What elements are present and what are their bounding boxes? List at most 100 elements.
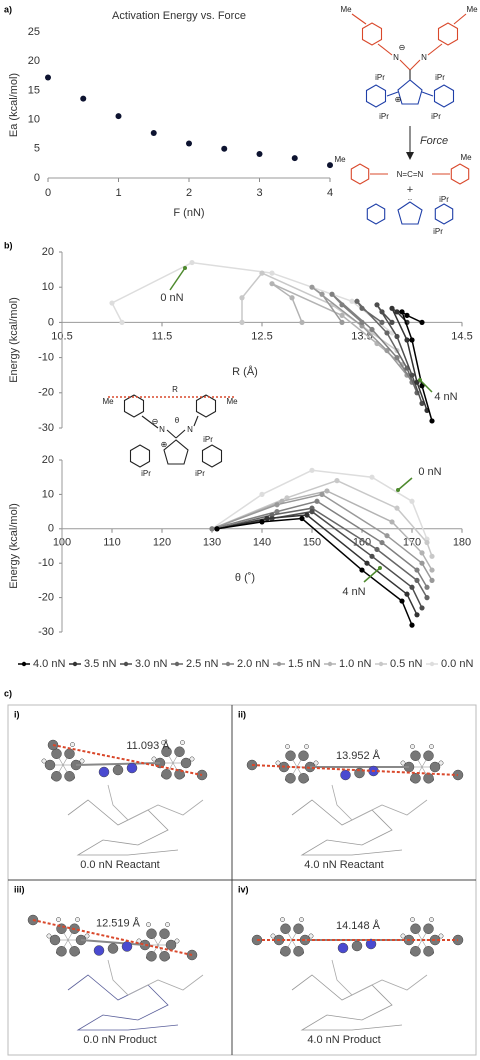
label: Me <box>102 397 114 406</box>
point <box>309 284 315 290</box>
point <box>409 498 415 504</box>
legend-label: 3.5 nN <box>84 658 116 670</box>
legend-label: 2.5 nN <box>186 658 218 670</box>
atom <box>165 939 177 951</box>
legend-dot <box>21 661 27 667</box>
atom <box>51 771 62 782</box>
point <box>389 519 395 525</box>
wireframe <box>291 799 403 856</box>
atom <box>280 946 291 957</box>
bond <box>427 43 443 56</box>
point <box>374 302 380 308</box>
point <box>214 526 220 532</box>
distance-line <box>251 764 459 776</box>
atom <box>186 949 198 961</box>
atom <box>146 951 157 962</box>
wireframe <box>291 974 403 1031</box>
point <box>359 567 365 573</box>
series-line <box>356 300 418 394</box>
atom <box>161 769 172 780</box>
atom <box>410 946 421 957</box>
series-line <box>331 293 413 383</box>
x-tick-label: 110 <box>103 537 121 549</box>
point <box>384 330 390 336</box>
ring <box>201 444 223 468</box>
bond <box>80 939 146 946</box>
legend-label: 3.0 nN <box>135 658 167 670</box>
label: θ <box>175 416 180 425</box>
point <box>379 309 385 315</box>
chart-title: Activation Energy vs. Force <box>112 10 246 22</box>
legend-label: 2.0 nN <box>237 658 269 670</box>
point <box>369 474 375 480</box>
legend-dot <box>72 661 78 667</box>
ring <box>397 201 423 225</box>
legend-dot <box>429 661 435 667</box>
atom <box>75 917 80 922</box>
point <box>319 491 325 497</box>
x-tick-label: 140 <box>253 537 271 549</box>
atom <box>41 758 47 764</box>
atom <box>189 756 195 762</box>
atom <box>98 766 110 778</box>
ring <box>350 163 370 185</box>
structure-caption: 4.0 nN Product <box>307 1034 380 1046</box>
y-tick-label: 20 <box>42 246 54 258</box>
ring <box>433 84 455 108</box>
distance-label: 12.519 Å <box>96 916 141 929</box>
label: ⊖ <box>399 43 406 52</box>
label: Me <box>466 5 478 14</box>
bond <box>175 429 186 439</box>
bond <box>351 13 367 25</box>
ring <box>361 22 383 46</box>
point <box>299 319 305 325</box>
point <box>115 113 122 120</box>
legend-label: 0.5 nN <box>390 658 422 670</box>
point <box>369 326 375 333</box>
legend-dot <box>225 661 231 667</box>
distance-line <box>32 919 193 956</box>
structure-caption: 0.0 nN Product <box>83 1034 156 1046</box>
point <box>304 512 310 518</box>
atom <box>64 771 75 782</box>
y-tick-label: -20 <box>38 387 54 399</box>
point <box>399 598 405 604</box>
label: iPr <box>195 469 205 478</box>
atom <box>423 773 434 784</box>
ring <box>437 22 459 46</box>
bond <box>421 91 434 97</box>
label: iPr <box>431 112 441 121</box>
atom <box>180 757 192 769</box>
atom <box>56 946 67 957</box>
point <box>314 498 320 504</box>
arrow-tip <box>183 266 187 270</box>
atom <box>410 917 415 922</box>
label: N <box>421 53 427 62</box>
series-line <box>216 507 428 598</box>
structure-label: i) <box>14 709 20 719</box>
point <box>209 526 215 532</box>
x-axis-label: F (nN) <box>173 207 204 219</box>
x-tick-label: 3 <box>256 187 262 199</box>
atom <box>365 938 377 950</box>
point <box>309 509 315 515</box>
label: Me <box>226 397 238 406</box>
annotation-arrow <box>419 379 433 393</box>
x-tick-label: 2 <box>186 187 192 199</box>
y-axis-label: Energy (kcal/mol) <box>8 297 20 383</box>
structure-label: iv) <box>238 884 249 894</box>
atom <box>280 923 291 934</box>
ring <box>195 394 217 418</box>
point <box>414 577 420 584</box>
atom <box>438 760 444 766</box>
point <box>239 295 245 301</box>
label: iPr <box>141 469 151 478</box>
legend-dot <box>327 661 333 667</box>
point <box>409 337 415 343</box>
series-line <box>271 283 403 366</box>
y-tick-label: 25 <box>28 26 40 38</box>
atom <box>400 933 406 939</box>
point <box>384 347 390 354</box>
series-line <box>216 517 413 626</box>
label: iPr <box>433 227 443 236</box>
